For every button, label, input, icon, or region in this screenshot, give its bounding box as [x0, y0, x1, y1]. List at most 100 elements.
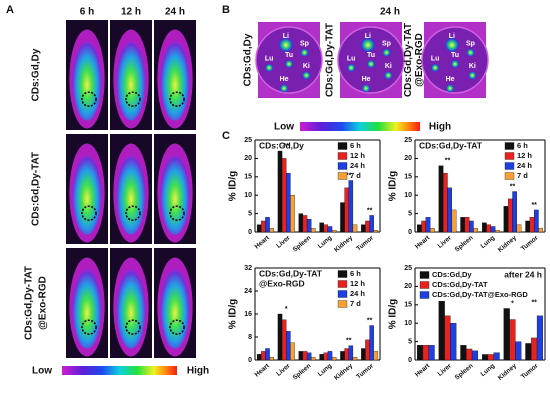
organ: [302, 71, 311, 80]
legend-swatch: [337, 162, 348, 170]
organ: [360, 38, 375, 52]
legend-swatch: [419, 291, 430, 299]
bar: [460, 217, 465, 233]
bar: [495, 230, 500, 233]
bar: [340, 351, 345, 361]
bar: [290, 342, 295, 361]
significance: *: [285, 306, 288, 313]
bar: [369, 325, 374, 361]
bar: [438, 300, 445, 361]
bar: [447, 187, 452, 233]
row-label: CDs:Gd,Dy-TAT: [31, 152, 42, 226]
x-tick-label: Lung: [317, 362, 334, 378]
organ: [466, 48, 475, 57]
y-tick-label: 20: [404, 283, 412, 290]
bar: [302, 215, 308, 233]
y-tick-label: 0: [408, 357, 412, 364]
bar: [319, 222, 324, 233]
organ-label: Li: [449, 33, 455, 40]
tumor-outline: [125, 91, 141, 107]
tumor-outline: [81, 91, 97, 107]
significance: **: [531, 202, 537, 209]
mouse-signal: [160, 155, 190, 235]
x-tick-label: Lung: [480, 234, 497, 250]
tumor-outline: [169, 91, 185, 107]
bar: [306, 352, 312, 361]
bar: [327, 226, 333, 233]
legend-label: 7 d: [350, 171, 361, 180]
y-tick-label: 5: [408, 210, 412, 217]
colorbar-low: Low: [274, 122, 294, 133]
bar: [373, 351, 379, 361]
y-tick-label: 24: [244, 288, 252, 295]
bar: [428, 345, 435, 361]
bar: [425, 217, 431, 233]
organ: [265, 63, 274, 72]
bar: [286, 172, 291, 233]
chart-title: CDs:Gd,Dy-TAT: [419, 140, 483, 150]
x-tick-label: Spleen: [454, 234, 475, 253]
column-header: 6 h: [80, 7, 94, 18]
bar: [352, 356, 358, 361]
bar: [361, 348, 366, 361]
legend-swatch: [337, 300, 348, 308]
legend-swatch: [337, 142, 348, 150]
bar: [466, 348, 473, 361]
bar: [471, 350, 478, 361]
bar: [430, 228, 435, 233]
bar: [298, 351, 304, 361]
x-tick-label: Tumor: [520, 234, 540, 252]
y-tick-label: 20: [244, 155, 252, 162]
panel-label: A: [6, 4, 14, 16]
x-tick-label: Kidney: [333, 234, 354, 254]
bar: [422, 345, 429, 361]
bar: [331, 356, 337, 361]
bar: [482, 222, 487, 233]
bar: [503, 308, 510, 361]
bar: [269, 356, 274, 361]
organ-label: Ki: [469, 63, 476, 70]
organ: [278, 38, 293, 52]
x-tick-label: Tumor: [355, 234, 375, 252]
chart-title: @Exo-RGD: [259, 278, 305, 288]
y-axis-label: % ID/g: [388, 171, 399, 202]
x-tick-label: Liver: [436, 362, 453, 378]
bar: [277, 150, 283, 233]
legend-swatch: [337, 280, 348, 288]
organ-label: Lu: [347, 56, 356, 63]
bar: [450, 323, 457, 361]
bar: [490, 226, 496, 233]
bar: [311, 228, 316, 233]
bar: [536, 315, 543, 361]
bar: [503, 206, 509, 233]
bar: [493, 352, 500, 361]
bar: [323, 224, 329, 233]
tumor-outline: [169, 205, 185, 221]
mouse-signal: [116, 155, 146, 235]
legend-label: 6 h: [517, 141, 528, 150]
organ: [384, 71, 393, 80]
bar: [281, 158, 287, 233]
y-tick-label: 25: [244, 137, 252, 144]
organ-label: Lu: [431, 56, 440, 63]
bar: [281, 319, 287, 361]
mouse-signal: [72, 155, 102, 235]
x-tick-label: Kidney: [333, 362, 354, 382]
y-tick-label: 10: [244, 192, 252, 199]
legend-label: 6 h: [350, 269, 361, 278]
x-tick-label: Lung: [480, 362, 497, 378]
bar: [306, 218, 312, 233]
tumor-outline: [81, 319, 97, 335]
bar: [331, 230, 337, 233]
significance: *: [511, 300, 514, 307]
legend-label: 12 h: [517, 151, 532, 160]
bar: [323, 352, 329, 361]
bar: [261, 351, 266, 361]
organ: [347, 63, 356, 72]
legend-label: 12 h: [350, 151, 365, 160]
legend-swatch: [504, 142, 515, 150]
bar: [286, 331, 291, 361]
bar: [365, 220, 370, 233]
organ-label: Sp: [466, 40, 475, 47]
y-tick-label: 5: [408, 338, 412, 345]
